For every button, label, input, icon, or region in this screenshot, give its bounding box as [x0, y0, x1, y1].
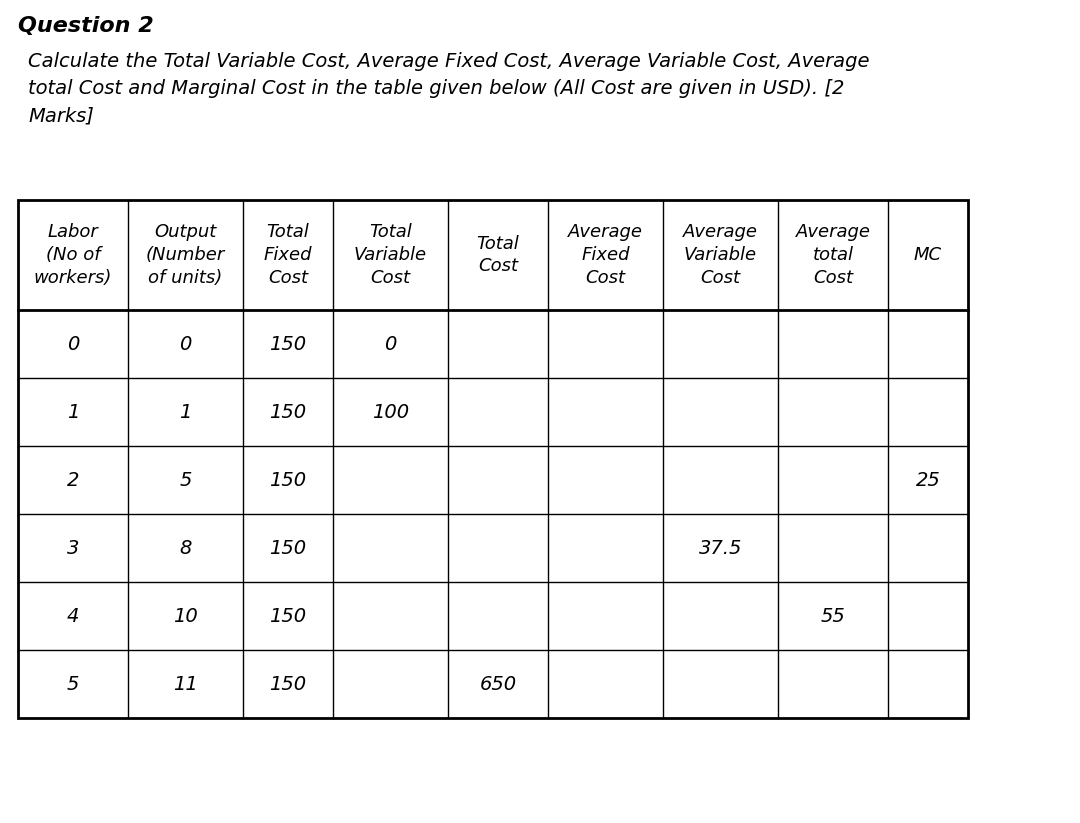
- Text: 150: 150: [269, 334, 307, 354]
- Text: 5: 5: [67, 675, 79, 694]
- Text: Average
Variable
Cost: Average Variable Cost: [683, 223, 758, 287]
- Text: Average
Fixed
Cost: Average Fixed Cost: [568, 223, 643, 287]
- Text: Calculate the Total Variable Cost, Average Fixed Cost, Average Variable Cost, Av: Calculate the Total Variable Cost, Avera…: [28, 52, 869, 125]
- Text: 1: 1: [67, 402, 79, 421]
- Text: 4: 4: [67, 607, 79, 625]
- Text: 0: 0: [384, 334, 396, 354]
- Text: 5: 5: [179, 471, 191, 490]
- Text: 3: 3: [67, 538, 79, 557]
- Text: 150: 150: [269, 675, 307, 694]
- Text: 11: 11: [173, 675, 198, 694]
- Bar: [18, 200, 968, 718]
- Text: Labor
(No of
workers): Labor (No of workers): [33, 223, 112, 287]
- Text: 10: 10: [173, 607, 198, 625]
- Text: Output
(Number
of units): Output (Number of units): [146, 223, 225, 287]
- Text: 55: 55: [821, 607, 846, 625]
- Text: 0: 0: [67, 334, 79, 354]
- Text: 150: 150: [269, 538, 307, 557]
- Text: 150: 150: [269, 607, 307, 625]
- Text: 150: 150: [269, 471, 307, 490]
- Text: MC: MC: [914, 246, 942, 264]
- Text: Average
total
Cost: Average total Cost: [796, 223, 870, 287]
- Text: Question 2: Question 2: [18, 16, 153, 36]
- Text: 8: 8: [179, 538, 191, 557]
- Text: Total
Variable
Cost: Total Variable Cost: [354, 223, 427, 287]
- Text: Total
Fixed
Cost: Total Fixed Cost: [264, 223, 312, 287]
- Text: 37.5: 37.5: [699, 538, 742, 557]
- Text: 100: 100: [372, 402, 409, 421]
- Text: 0: 0: [179, 334, 191, 354]
- Text: 25: 25: [916, 471, 941, 490]
- Text: Total
Cost: Total Cost: [476, 235, 519, 276]
- Text: 150: 150: [269, 402, 307, 421]
- Text: 1: 1: [179, 402, 191, 421]
- Text: 650: 650: [480, 675, 516, 694]
- Text: 2: 2: [67, 471, 79, 490]
